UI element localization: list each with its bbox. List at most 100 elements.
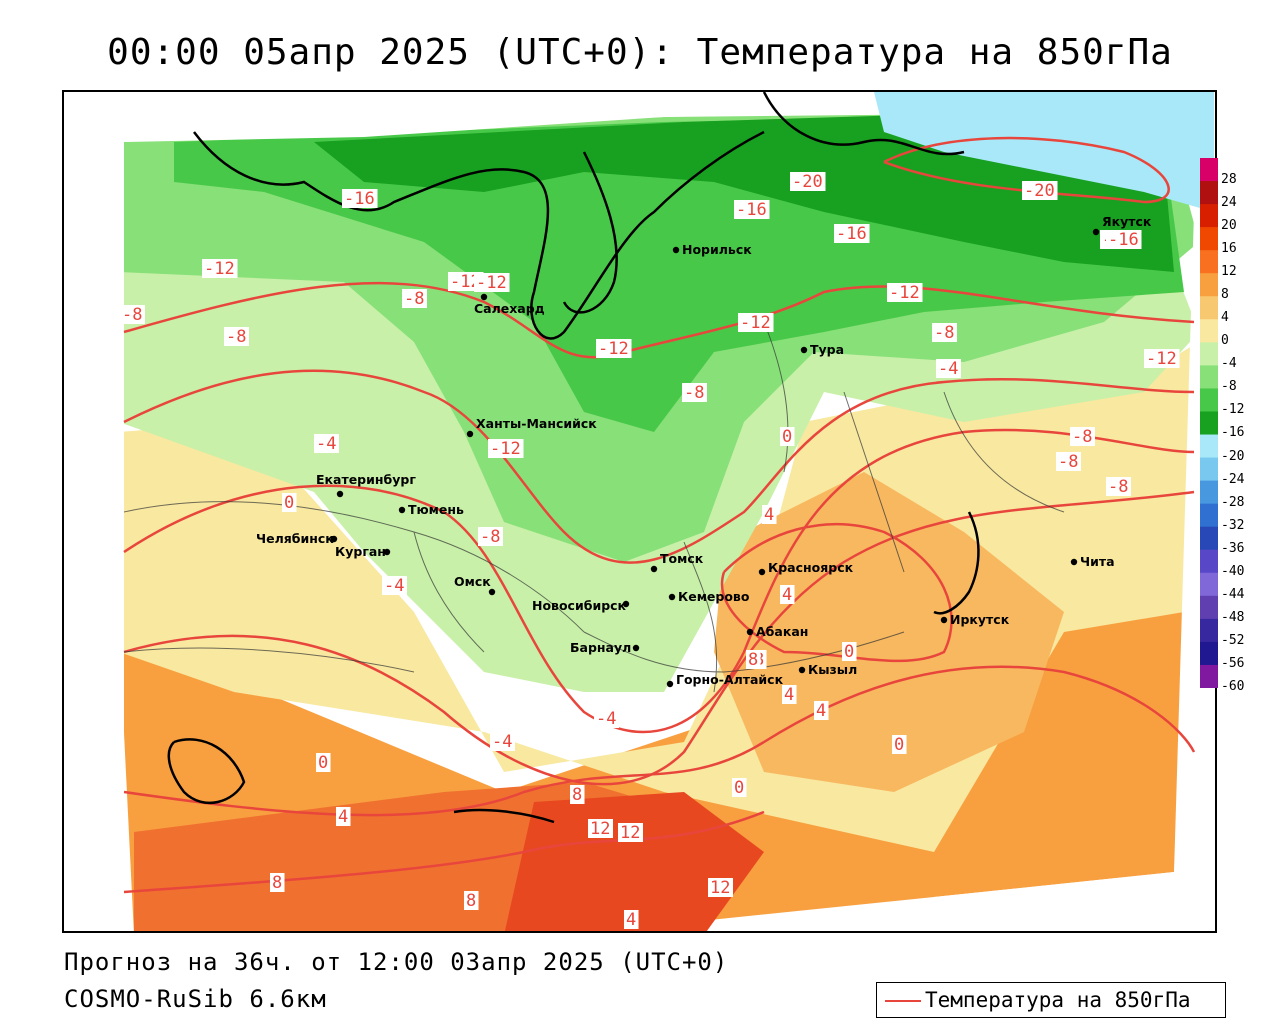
city-dot: [668, 593, 676, 601]
model-name: COSMO-RuSib 6.6км: [64, 985, 327, 1013]
white-sea-corner: [64, 92, 124, 931]
isotherm-label: -8: [478, 527, 503, 547]
city-label: Якутск: [1102, 214, 1152, 229]
isotherm-label: 4: [780, 585, 795, 605]
city-dot: [488, 588, 496, 596]
isotherm-label: -12: [488, 439, 524, 459]
isotherm-label: -4: [936, 359, 961, 379]
legend-label: Температура на 850гПа: [925, 988, 1191, 1012]
svg-text:-8: -8: [934, 323, 954, 343]
svg-text:12: 12: [620, 823, 640, 843]
city-label: Челябинск: [256, 531, 334, 546]
svg-text:-20: -20: [1024, 181, 1055, 201]
isotherm-label: -8: [1106, 477, 1131, 497]
svg-text:-8: -8: [1072, 427, 1092, 447]
svg-text:4: 4: [816, 701, 826, 721]
svg-text:-8: -8: [1058, 452, 1078, 472]
isotherm-label: -8: [682, 383, 707, 403]
colorbar-tick-label: -40: [1221, 563, 1245, 579]
isotherm-label: -8: [1070, 427, 1095, 447]
colorbar-tick-label: 12: [1221, 264, 1237, 280]
isotherm-label: 0: [282, 493, 297, 513]
city-label: Чита: [1080, 554, 1115, 569]
svg-text:-12: -12: [450, 272, 481, 292]
warm-mid: [714, 472, 1064, 792]
city-dot: [466, 430, 474, 438]
colorbar-tick-label: -8: [1221, 379, 1237, 395]
svg-text:0: 0: [284, 493, 294, 513]
colorbar-swatch: [1200, 526, 1218, 551]
colorbar-swatch: [1200, 457, 1218, 482]
colorbar-swatch: [1200, 158, 1218, 182]
svg-text:4: 4: [338, 807, 348, 827]
city-dot: [1070, 558, 1078, 566]
isotherm-label: -12: [202, 259, 238, 279]
city-dot: [398, 506, 406, 514]
isotherm-label: -20: [1022, 181, 1058, 201]
colorbar-swatch: [1200, 503, 1218, 528]
region-borders: [123, 321, 1065, 693]
city-dot: [383, 548, 391, 556]
city-label: Иркутск: [950, 612, 1010, 627]
colorbar-swatch: [1200, 204, 1218, 228]
svg-text:-16: -16: [344, 189, 375, 209]
svg-text:-16: -16: [736, 200, 767, 220]
coastlines: [167, 92, 980, 824]
svg-text:-8: -8: [684, 383, 704, 403]
svg-text:0: 0: [844, 642, 854, 662]
isotherm-label: 8: [570, 785, 585, 805]
map-annotations: Норильск Салехард Тура Якутск Ханты-Мансийск…: [120, 172, 1180, 930]
bottom-right-white: [916, 872, 1174, 931]
city-label: Красноярск: [768, 560, 854, 575]
colorbar-swatch: [1200, 434, 1218, 459]
city-label: Курган: [335, 544, 386, 559]
isotherm-label: 12: [708, 878, 733, 898]
city-label: Салехард: [474, 301, 545, 316]
city-dot: [622, 600, 630, 608]
isotherm-label: -8: [120, 305, 145, 325]
svg-text:4: 4: [764, 505, 774, 525]
colorbar-swatches: [1200, 158, 1218, 689]
colorbar-tick-label: 20: [1221, 218, 1237, 234]
svg-text:-8: -8: [404, 289, 424, 309]
city-dot: [336, 490, 344, 498]
colorbar-tick-label: -48: [1221, 609, 1245, 625]
colorbar-swatch: [1200, 227, 1218, 251]
isotherm-label: 12: [618, 823, 643, 843]
temperature-field: [64, 92, 1215, 931]
colorbar-swatch: [1200, 388, 1218, 412]
colorbar-tick-label: -32: [1221, 517, 1245, 533]
colorbar-swatch: [1200, 181, 1218, 205]
city-dot: [480, 293, 488, 301]
city-label: Барнаул: [570, 640, 631, 655]
colorbar-swatch: [1200, 572, 1218, 597]
svg-text:-4: -4: [384, 576, 404, 596]
city-dot: [800, 346, 808, 354]
svg-text:-12: -12: [204, 259, 235, 279]
city-label: Екатеринбург: [316, 472, 416, 487]
isotherm-label: -16: [834, 224, 870, 244]
isotherm-label: 4: [782, 685, 797, 705]
isotherm-label: -8: [1056, 452, 1081, 472]
colorbar-tick-label: -56: [1221, 655, 1245, 671]
isotherm-label: -12: [474, 273, 510, 293]
isotherm-label: -12: [596, 339, 632, 359]
isotherm-label: -4: [382, 576, 407, 596]
city-dot: [632, 644, 640, 652]
colorbar-tick-label: -36: [1221, 540, 1245, 556]
svg-text:8: 8: [572, 785, 582, 805]
svg-text:-8: -8: [122, 305, 142, 325]
hot-region-core: [504, 792, 764, 931]
svg-text:-20: -20: [792, 172, 823, 192]
svg-text:-12: -12: [1146, 349, 1177, 369]
city-dot: [758, 568, 766, 576]
colorbar-tick-label: 24: [1221, 195, 1237, 211]
svg-text:0: 0: [318, 753, 328, 773]
colorbar-swatch: [1200, 411, 1218, 436]
svg-text:8: 8: [748, 650, 758, 670]
colorbar-tick-label: -12: [1221, 402, 1245, 418]
top-white: [124, 92, 874, 142]
isotherm-label: 12: [588, 819, 613, 839]
city-dot: [746, 628, 754, 636]
city-dot: [940, 616, 948, 624]
